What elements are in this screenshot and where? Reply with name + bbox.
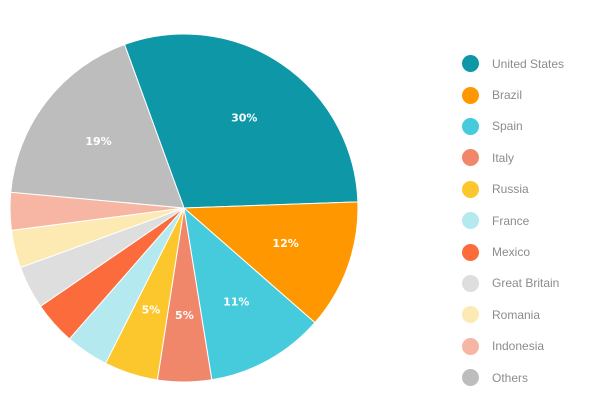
slice-label-united-states: 30% bbox=[231, 112, 257, 125]
slice-label-russia: 5% bbox=[142, 304, 161, 317]
legend-label: Russia bbox=[492, 182, 529, 197]
legend-item-italy[interactable]: Italy bbox=[462, 142, 564, 173]
legend-swatch bbox=[462, 243, 479, 261]
legend-label: Brazil bbox=[492, 88, 523, 103]
pie-slice-spain bbox=[183, 206, 316, 381]
legend-label: Spain bbox=[492, 119, 523, 134]
pie-slice-united-states bbox=[123, 33, 359, 209]
legend-label: Indonesia bbox=[492, 339, 545, 354]
legend-swatch bbox=[462, 117, 479, 135]
legend-item-russia[interactable]: Russia bbox=[462, 174, 564, 205]
legend-label: Italy bbox=[492, 150, 515, 165]
slice-label-brazil: 12% bbox=[272, 237, 298, 250]
legend-item-mexico[interactable]: Mexico bbox=[462, 236, 564, 267]
legend-label: Romania bbox=[492, 307, 541, 322]
pie-slice-brazil bbox=[182, 201, 359, 324]
legend-item-indonesia[interactable]: Indonesia bbox=[462, 331, 564, 362]
slice-label-italy: 5% bbox=[175, 309, 194, 322]
legend-item-great-britain[interactable]: Great Britain bbox=[462, 268, 564, 299]
legend-item-romania[interactable]: Romania bbox=[462, 299, 564, 330]
slice-label-others: 19% bbox=[85, 135, 111, 148]
chart-legend: United States Brazil Spain Italy Russia Franc… bbox=[462, 48, 564, 393]
pie-chart: 30% 12% 11% 5% 5% 19% bbox=[9, 33, 359, 383]
slice-label-spain: 11% bbox=[223, 295, 249, 308]
legend-label: United States bbox=[492, 56, 565, 71]
legend-label: Mexico bbox=[492, 245, 531, 260]
legend-swatch bbox=[462, 337, 479, 355]
legend-item-brazil[interactable]: Brazil bbox=[462, 79, 564, 110]
legend-label: Others bbox=[492, 370, 529, 385]
legend-item-france[interactable]: France bbox=[462, 205, 564, 236]
legend-item-united-states[interactable]: United States bbox=[462, 48, 564, 79]
legend-item-others[interactable]: Others bbox=[462, 362, 564, 393]
legend-label: Great Britain bbox=[492, 276, 560, 291]
legend-swatch bbox=[462, 149, 479, 167]
pie-chart-svg: 30% 12% 11% 5% 5% 19% bbox=[9, 33, 359, 383]
pie-slice-others bbox=[10, 43, 185, 209]
legend-swatch bbox=[462, 212, 479, 230]
legend-swatch bbox=[462, 274, 479, 292]
legend-swatch bbox=[462, 180, 479, 198]
legend-item-spain[interactable]: Spain bbox=[462, 111, 564, 142]
legend-swatch bbox=[462, 306, 479, 324]
legend-swatch bbox=[462, 55, 479, 73]
legend-label: France bbox=[492, 213, 530, 228]
legend-swatch bbox=[462, 369, 479, 387]
legend-swatch bbox=[462, 86, 479, 104]
